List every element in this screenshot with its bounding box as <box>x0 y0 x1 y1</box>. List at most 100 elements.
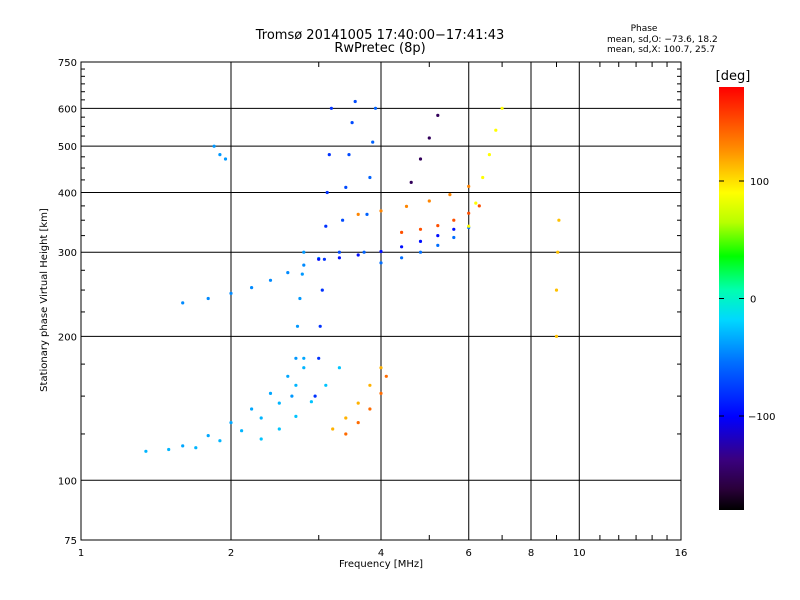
grid-lines <box>81 62 681 540</box>
data-point <box>427 199 431 203</box>
y-tick-label: 400 <box>58 188 77 199</box>
data-point <box>337 366 341 370</box>
data-point <box>324 383 328 387</box>
data-point <box>379 249 383 254</box>
data-point <box>309 400 313 404</box>
data-point <box>368 175 372 180</box>
data-point <box>320 288 324 292</box>
data-points <box>144 99 561 453</box>
data-point <box>268 278 273 282</box>
data-point <box>436 243 440 247</box>
data-point <box>344 432 348 436</box>
x-tick-label: 16 <box>675 548 688 559</box>
data-point <box>356 212 360 216</box>
data-point <box>356 421 360 425</box>
data-point <box>353 99 357 104</box>
chart-title: Tromsø 20141005 17:40:00−17:41:43 <box>255 28 505 43</box>
data-point <box>313 394 317 398</box>
data-point <box>494 128 498 132</box>
data-point <box>286 374 290 378</box>
data-point <box>181 444 185 448</box>
data-point <box>368 383 372 387</box>
y-axis: 75 100 200 300 400 500 600 750 <box>58 58 681 547</box>
data-point <box>427 136 431 140</box>
data-point <box>350 121 354 125</box>
data-point <box>368 407 372 411</box>
data-point <box>356 253 360 257</box>
data-point <box>294 414 298 418</box>
data-point <box>223 157 228 161</box>
data-point <box>487 153 491 157</box>
data-point <box>356 401 360 405</box>
x-axis-label: Frequency [MHz] <box>339 559 423 570</box>
data-point <box>477 204 481 208</box>
x-axis: 1 2 4 6 8 10 16 <box>78 62 688 559</box>
colorbar-axis: 100 0 −100 <box>719 177 775 423</box>
data-point <box>322 257 326 261</box>
data-point <box>436 224 440 228</box>
data-point <box>277 401 281 405</box>
data-point <box>467 184 471 188</box>
data-point <box>286 271 290 275</box>
y-axis-label: Stationary phase Virtual Height [km] <box>39 208 50 392</box>
data-point <box>344 416 348 420</box>
data-point <box>436 113 440 117</box>
x-tick-label: 10 <box>573 548 586 559</box>
data-point <box>400 230 404 234</box>
data-point <box>218 153 222 157</box>
colorbar-tick-label: 0 <box>750 295 756 306</box>
data-point <box>379 209 383 213</box>
data-point <box>240 429 244 433</box>
y-tick-label: 300 <box>58 248 77 259</box>
phase-heading: Phase <box>631 24 658 34</box>
data-point <box>302 366 306 370</box>
data-point <box>347 153 351 157</box>
chart-subtitle: RwPretec (8p) <box>334 41 425 56</box>
data-point <box>409 180 413 184</box>
data-point <box>467 211 471 215</box>
data-point <box>144 449 148 453</box>
x-tick-label: 2 <box>228 548 234 559</box>
data-point <box>467 224 471 228</box>
data-point <box>229 291 233 295</box>
data-point <box>329 106 333 110</box>
data-point <box>554 288 559 292</box>
data-point <box>218 439 222 443</box>
data-point <box>302 263 306 267</box>
data-point <box>318 324 322 328</box>
data-point <box>324 224 328 228</box>
data-point <box>206 296 210 301</box>
data-point <box>452 227 456 231</box>
x-tick-label: 6 <box>466 548 472 559</box>
y-tick-label: 75 <box>64 536 77 547</box>
data-point <box>500 106 504 110</box>
data-point <box>436 234 440 238</box>
data-point <box>167 447 171 452</box>
data-point <box>448 193 452 197</box>
data-point <box>250 286 254 290</box>
data-point <box>259 437 263 441</box>
phase-o-stats: mean, sd,O: −73.6, 18.2 <box>607 35 718 45</box>
data-point <box>327 153 331 157</box>
data-point <box>206 434 210 438</box>
data-point <box>344 185 348 189</box>
data-point <box>295 324 300 328</box>
plot-frame <box>80 61 682 541</box>
data-point <box>294 383 298 387</box>
data-point <box>277 427 281 431</box>
data-point <box>557 218 561 222</box>
data-point <box>452 218 456 222</box>
data-point <box>302 250 306 254</box>
data-point <box>474 201 478 205</box>
data-point <box>400 245 404 249</box>
data-point <box>400 256 404 260</box>
data-point <box>384 374 388 378</box>
data-point <box>554 334 559 338</box>
y-tick-label: 200 <box>58 332 77 343</box>
data-point <box>379 391 383 395</box>
data-point <box>373 106 378 110</box>
colorbar-tick-label: 100 <box>750 177 769 188</box>
data-point <box>212 144 216 148</box>
data-point <box>298 296 302 301</box>
